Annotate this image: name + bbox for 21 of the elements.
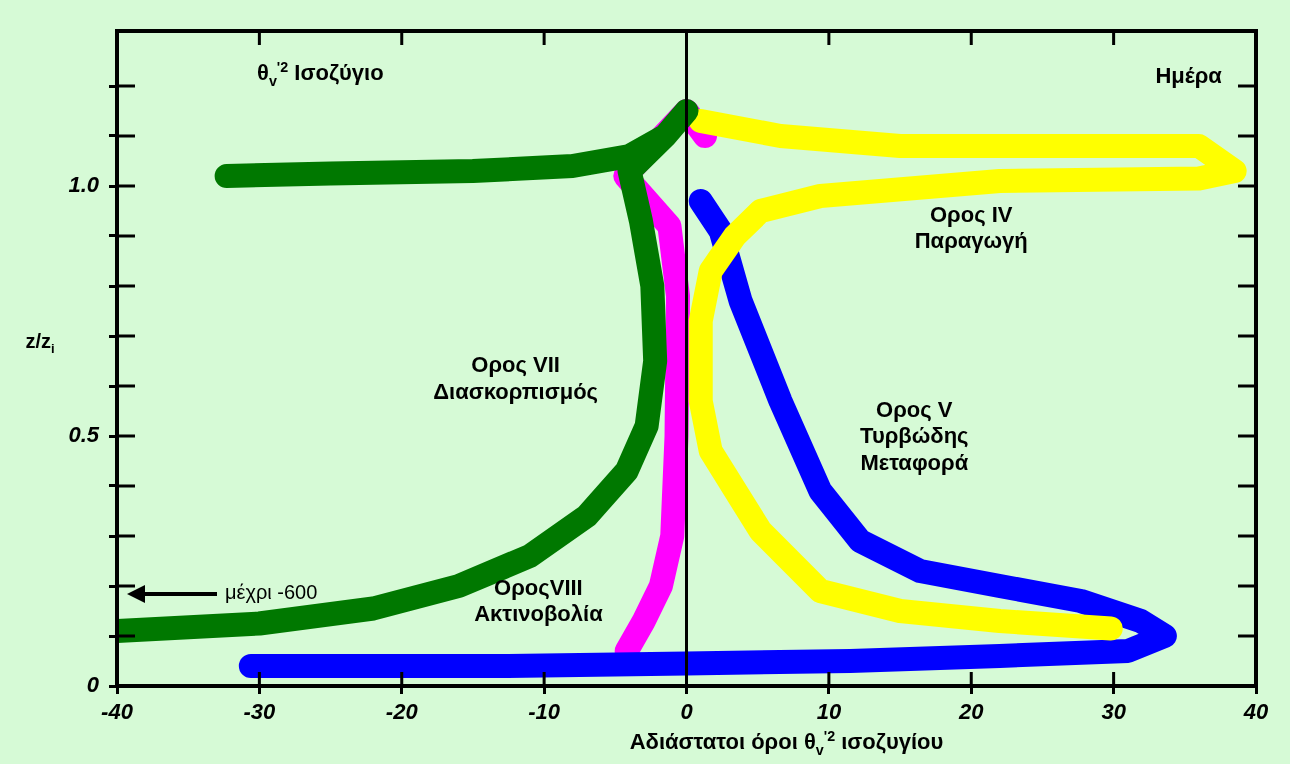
annotation: Ορος IV Παραγωγή: [914, 201, 1028, 254]
x-tick-label: 20: [958, 699, 985, 725]
annotation: Ορος V Τυρβώδης Μεταφορά: [860, 397, 969, 477]
x-axis-title: Αδιάστατοι όροι θ$_{v}$$^{'2}$ ισοζυγίου: [629, 728, 944, 759]
y-tick-label: 0: [86, 672, 100, 698]
annotation: μέχρι -600: [225, 580, 318, 605]
x-tick-label: 40: [1242, 699, 1269, 725]
y-tick-label: 0.5: [68, 422, 100, 448]
annotation: Ορος VII Διασκορπισμός: [433, 351, 599, 405]
x-tick-label: -20: [385, 699, 419, 725]
x-tick-label: 30: [1101, 699, 1127, 725]
x-tick-label: 0: [680, 699, 694, 725]
y-tick-label: 1.0: [68, 172, 100, 198]
x-tick-label: 10: [816, 699, 842, 725]
annotation: ΟροςVIII Ακτινοβολία: [474, 574, 603, 628]
x-tick-label: -10: [528, 699, 561, 725]
x-tick-label: -40: [101, 699, 134, 725]
x-tick-label: -30: [243, 699, 277, 725]
text: θ$_{v}$$^{'2}$ Ισοζύγιο: [257, 59, 384, 90]
annotation: Ημέρα: [1155, 62, 1222, 90]
y-axis-title: z/z$_{i}$: [24, 328, 56, 357]
